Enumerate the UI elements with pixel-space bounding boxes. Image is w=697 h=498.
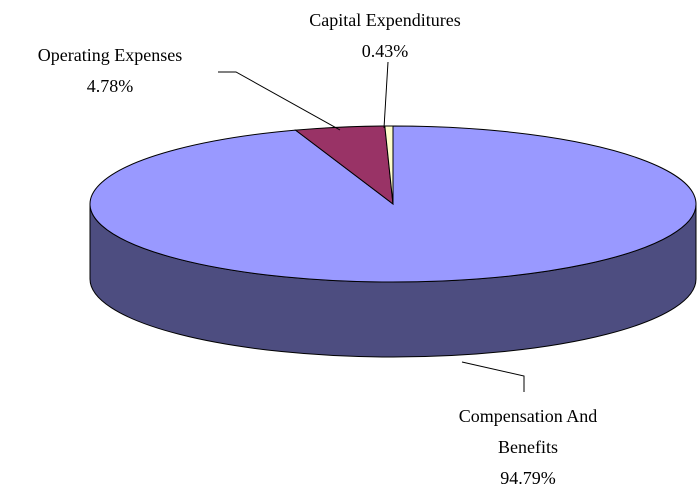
leader-lines	[218, 61, 525, 392]
slice	[384, 125, 394, 205]
value-label: 94.79%	[500, 468, 556, 488]
category-label: Compensation And Benefits	[458, 406, 598, 457]
slice-label: Compensation And Benefits 94.79%	[433, 401, 623, 494]
value-label: 0.43%	[361, 41, 409, 61]
value-label: 4.78%	[86, 76, 134, 96]
leader-line	[218, 71, 341, 131]
leader-line	[383, 61, 389, 129]
category-label: Operating Expenses	[37, 45, 183, 65]
leader-line	[461, 361, 525, 392]
slice-label: Capital Expenditures 0.43%	[265, 5, 505, 67]
slice-label: Operating Expenses 4.78%	[0, 40, 220, 102]
category-label: Capital Expenditures	[309, 10, 461, 30]
slices	[89, 125, 697, 358]
